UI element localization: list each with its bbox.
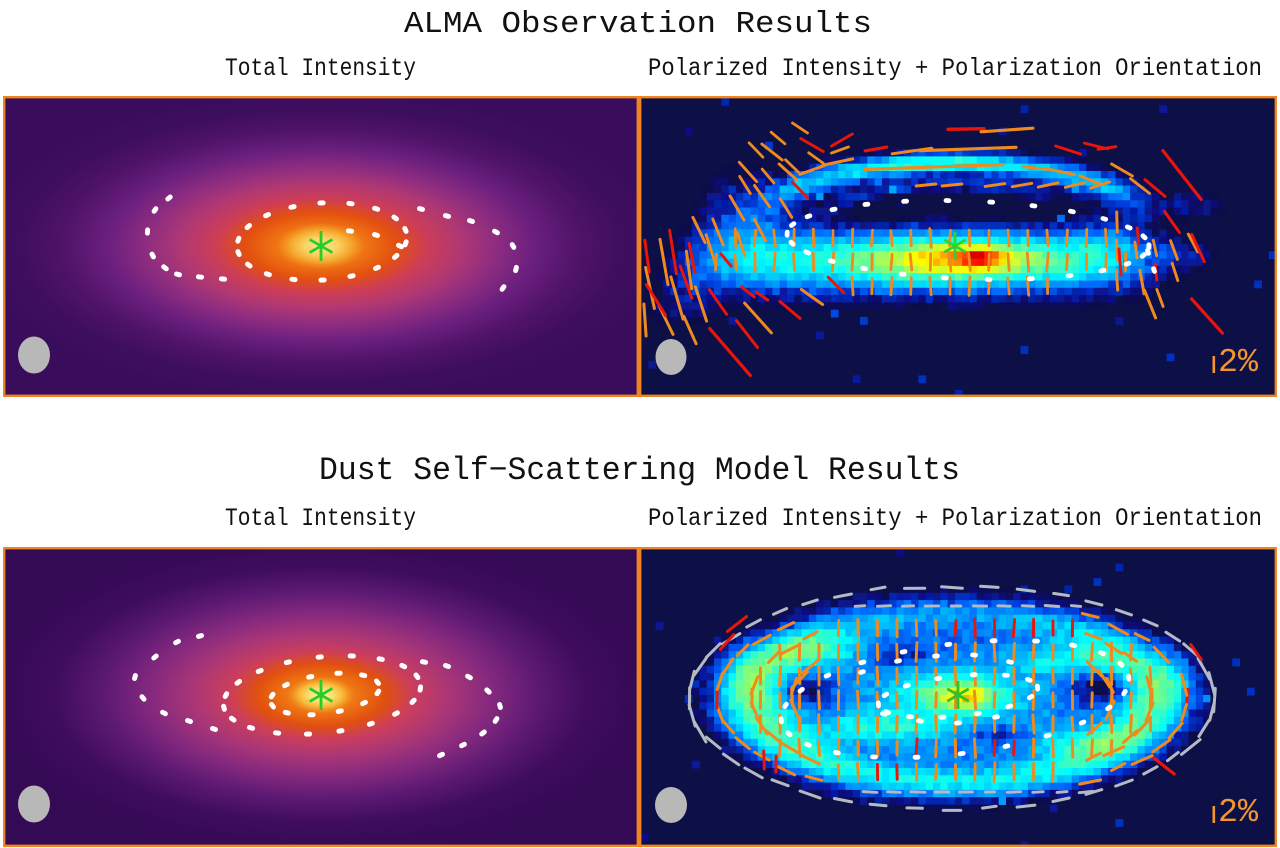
svg-text:Total Intensity: Total Intensity — [225, 504, 416, 533]
svg-text:Polarized Intensity + Polariza: Polarized Intensity + Polarization Orien… — [648, 504, 1262, 533]
svg-text:Polarized Intensity + Polariza: Polarized Intensity + Polarization Orien… — [648, 54, 1262, 83]
svg-text:Total Intensity: Total Intensity — [225, 54, 416, 83]
svg-text:2%: 2% — [1218, 794, 1258, 831]
svg-text:Dust Self−Scattering Model Res: Dust Self−Scattering Model Results — [319, 452, 960, 489]
svg-text:2%: 2% — [1218, 344, 1258, 381]
svg-text:ALMA Observation Results: ALMA Observation Results — [404, 7, 872, 42]
